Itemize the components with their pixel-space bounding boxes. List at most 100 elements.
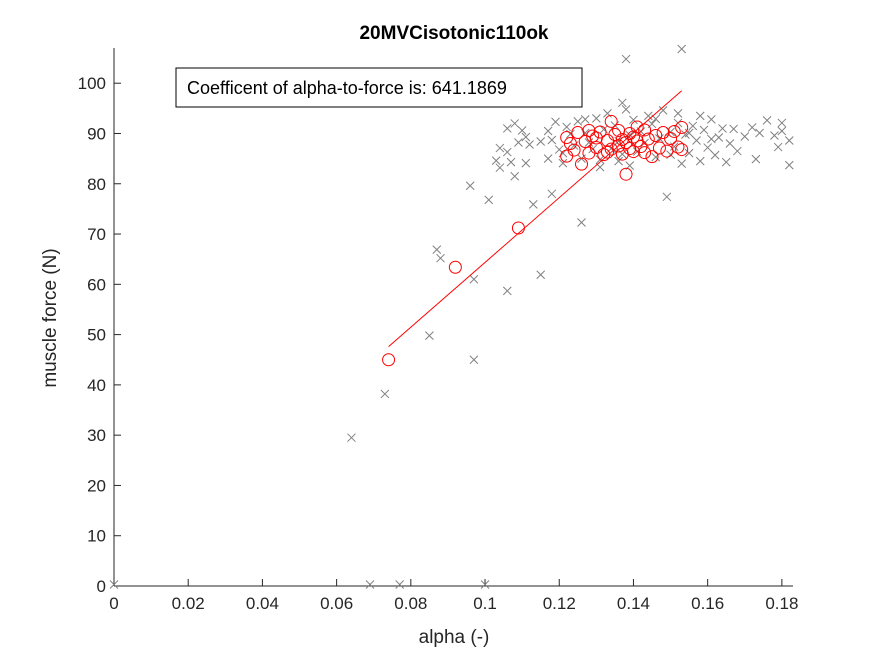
data-point-x	[603, 109, 612, 118]
data-point-x	[506, 157, 516, 167]
selected-point-circle	[623, 142, 637, 156]
x-marker-stroke	[502, 124, 512, 133]
selected-point-circle	[600, 145, 614, 159]
x-marker-stroke	[658, 105, 668, 115]
data-point-x	[773, 142, 783, 152]
data-point-x	[525, 140, 534, 149]
x-marker-stroke	[502, 286, 512, 296]
data-point-x	[629, 115, 638, 125]
data-point-x	[536, 137, 546, 146]
x-marker-stroke	[480, 580, 490, 589]
selected-point-circle	[563, 137, 577, 151]
x-marker-stroke	[528, 200, 538, 209]
selected-point-circle	[638, 146, 652, 160]
y-tick-label: 40	[87, 376, 106, 395]
selected-point-circle	[575, 157, 589, 171]
data-point-x	[484, 195, 494, 205]
data-point-x	[692, 136, 701, 145]
x-marker-stroke	[740, 132, 750, 141]
x-marker-stroke	[695, 156, 705, 166]
x-marker-stroke	[677, 44, 687, 54]
x-marker-stroke	[629, 115, 638, 125]
data-point-x	[762, 116, 772, 125]
data-point-x	[677, 159, 687, 168]
x-marker-stroke	[595, 162, 605, 172]
x-axis-label: alpha (-)	[419, 627, 490, 648]
coefficient-annotation: Coefficent of alpha-to-force is: 641.186…	[175, 67, 583, 108]
x-tick-label: 0.06	[320, 594, 353, 613]
x-tick-label: 0	[109, 594, 118, 613]
selected-point-circle	[382, 353, 396, 367]
data-point-x	[365, 580, 375, 589]
x-marker-stroke	[684, 128, 694, 138]
x-marker-stroke	[521, 158, 531, 168]
selected-point-circle	[638, 123, 652, 137]
x-marker-stroke	[573, 117, 583, 126]
selected-point-circle	[615, 133, 629, 147]
data-point-x	[669, 142, 679, 151]
selected-point-circle	[641, 132, 655, 146]
data-point-x	[729, 124, 738, 134]
data-point-x	[432, 245, 442, 254]
x-marker-stroke	[747, 123, 757, 132]
data-point-x	[347, 433, 356, 443]
x-marker-stroke	[621, 104, 631, 114]
x-axis-ticks: 0 0.02 0.04 0.06 0.08 0.1 0.12 0.14 0.16 0.18	[109, 579, 798, 613]
x-marker-stroke	[729, 124, 738, 134]
data-point-x	[425, 331, 434, 340]
x-marker-stroke	[784, 136, 794, 145]
x-marker-stroke	[536, 137, 546, 146]
selected-point-circle	[656, 125, 670, 139]
selected-point-circle	[511, 221, 525, 235]
data-point-x	[380, 389, 390, 399]
selected-point-circle	[664, 132, 678, 146]
x-marker-stroke	[510, 119, 520, 128]
x-marker-stroke	[365, 580, 375, 589]
selected-point-circle	[567, 143, 581, 157]
chart-title: 20MVCisotonic110ok	[359, 23, 548, 44]
x-marker-stroke	[770, 131, 779, 140]
y-tick-label: 10	[87, 527, 106, 546]
data-point-x	[584, 138, 594, 147]
data-point-x	[469, 274, 479, 284]
data-point-x	[543, 154, 553, 163]
data-point-x	[714, 133, 724, 142]
data-point-x	[688, 121, 698, 131]
data-point-x	[510, 171, 520, 181]
y-tick-label: 20	[87, 476, 106, 495]
x-marker-stroke	[521, 132, 531, 142]
x-marker-stroke	[591, 114, 601, 123]
data-point-x	[528, 200, 538, 209]
x-marker-stroke	[718, 124, 727, 133]
x-tick-label: 0.18	[765, 594, 798, 613]
x-marker-stroke	[547, 135, 557, 145]
data-point-x	[562, 122, 572, 132]
x-marker-stroke	[643, 111, 653, 121]
data-point-x	[707, 115, 716, 124]
x-marker-stroke	[465, 181, 475, 191]
x-marker-stroke	[436, 253, 445, 263]
y-tick-label: 80	[87, 175, 106, 194]
selected-point-circle	[582, 123, 596, 137]
x-marker-stroke	[580, 115, 590, 124]
data-point-x	[573, 117, 583, 126]
data-point-x	[547, 135, 557, 145]
x-tick-label: 0.08	[394, 594, 427, 613]
x-marker-stroke	[543, 126, 553, 136]
selected-point-circle	[448, 260, 462, 274]
x-marker-stroke	[469, 355, 479, 365]
data-point-x	[465, 181, 475, 191]
x-marker-stroke	[714, 133, 724, 142]
data-point-x	[517, 126, 527, 135]
data-point-x	[521, 132, 531, 142]
y-axis-ticks: 0 10 20 30 40 50 60 70 80 90 100	[78, 74, 121, 596]
x-tick-label: 0.04	[246, 594, 279, 613]
data-point-x	[677, 44, 687, 54]
data-point-x	[109, 580, 119, 589]
x-tick-label: 0.14	[617, 594, 650, 613]
data-point-x	[725, 139, 735, 148]
selected-point-circle	[571, 125, 585, 139]
x-marker-stroke	[784, 160, 794, 170]
x-marker-stroke	[755, 128, 764, 138]
data-point-x	[591, 114, 601, 123]
